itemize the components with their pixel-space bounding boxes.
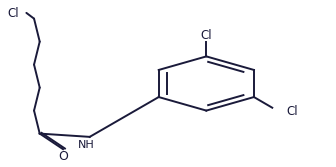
Text: Cl: Cl: [7, 7, 19, 20]
Text: O: O: [58, 150, 68, 163]
Text: NH: NH: [78, 140, 95, 150]
Text: Cl: Cl: [201, 29, 212, 42]
Text: Cl: Cl: [287, 105, 298, 118]
